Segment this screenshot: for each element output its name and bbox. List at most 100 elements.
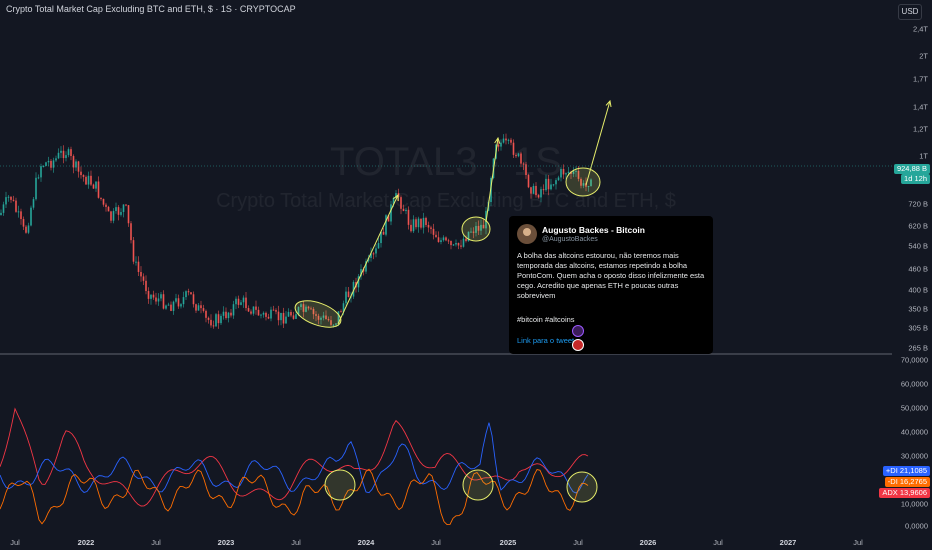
candle-body (405, 209, 407, 212)
highlight-ellipse (294, 300, 342, 328)
price-axis-label: 2,4T (912, 24, 928, 34)
candle-body (567, 171, 570, 174)
candle-body (205, 310, 207, 318)
candle-body (582, 183, 585, 186)
candle-body (40, 166, 42, 178)
candle-body (437, 237, 440, 243)
candle-body (420, 218, 422, 228)
candle-body (255, 306, 257, 310)
time-axis-label: 2025 (499, 538, 517, 547)
candle-body (77, 161, 80, 172)
candle-body (152, 294, 155, 298)
candle-body (172, 301, 175, 311)
candle-body (242, 297, 245, 303)
highlight-circle (462, 469, 494, 501)
candle-body (165, 305, 167, 309)
candle-body (175, 298, 177, 302)
price-axis-label: 620 B (908, 221, 928, 231)
indicator-tag-di: -DI 16,2765 (884, 477, 930, 487)
candle-body (317, 315, 320, 320)
candle-body (417, 218, 420, 228)
candle-body (262, 312, 265, 315)
candle-body (35, 177, 37, 200)
candle-body (385, 215, 387, 235)
candle-body (375, 248, 377, 254)
candle-body (127, 205, 130, 224)
candle-body (195, 304, 197, 311)
candle-body (527, 174, 530, 188)
candle-body (265, 312, 267, 317)
lightning-icon (572, 325, 584, 337)
candle-body (300, 304, 302, 308)
price-axis-label: 460 B (908, 264, 928, 274)
candle-body (475, 225, 477, 233)
candle-body (197, 305, 200, 311)
candle-body (517, 153, 520, 157)
indicator-axis-label: 30,0000 (900, 451, 928, 461)
candle-body (220, 315, 222, 324)
candle-body (377, 243, 380, 249)
candle-body (335, 323, 337, 325)
price-axis[interactable]: 2,4T 2T 1,7T 1,4T 1,2T 1T 720 B 620 B 540 B 460 B… (892, 0, 932, 534)
candle-body (422, 217, 425, 228)
candle-body (247, 308, 250, 312)
time-axis[interactable]: Jul 2022 Jul 2023 Jul 2024 Jul 2025 Jul 2026 Jul 20… (0, 534, 892, 550)
candle-body (222, 311, 225, 316)
tweet-link[interactable]: Link para o tweet (517, 336, 575, 345)
candle-body (0, 212, 2, 215)
candle-body (272, 309, 275, 311)
candle-body (275, 310, 277, 312)
candle-body (52, 160, 55, 168)
candle-body (72, 156, 75, 168)
candle-body (117, 207, 120, 215)
candle-body (185, 291, 187, 298)
candle-body (432, 228, 435, 235)
candle-body (415, 219, 417, 228)
indicator-axis-label: 50,0000 (900, 403, 928, 413)
candle-body (177, 298, 180, 307)
chart-title: Crypto Total Market Cap Excluding BTC an… (6, 4, 296, 14)
candle-body (122, 204, 125, 213)
currency-button[interactable]: USD (898, 4, 922, 20)
candle-body (467, 231, 470, 242)
candle-body (390, 204, 392, 222)
candle-body (112, 211, 115, 221)
candle-body (200, 305, 202, 309)
plus-di-line (0, 422, 589, 494)
candle-body (395, 193, 397, 199)
candlestick-series (0, 133, 592, 329)
candle-body (125, 204, 127, 206)
price-chart[interactable] (0, 0, 892, 534)
time-axis-label: 2022 (77, 538, 95, 547)
candle-body (312, 308, 315, 315)
candle-body (435, 234, 437, 238)
candle-body (252, 306, 255, 314)
candle-body (150, 294, 152, 299)
candle-body (27, 225, 30, 233)
candle-body (167, 304, 170, 306)
candle-body (85, 176, 87, 185)
candle-body (62, 150, 65, 159)
tweet-card[interactable]: Augusto Backes - Bitcoin @AugustoBackes … (509, 216, 713, 354)
candle-body (402, 208, 405, 212)
candle-body (182, 297, 185, 305)
arrow-head (393, 193, 399, 202)
highlight-circle (324, 469, 356, 501)
candle-body (70, 149, 72, 157)
price-axis-label: 1,4T (912, 102, 928, 112)
candle-body (515, 154, 517, 157)
candle-body (540, 189, 542, 198)
candle-body (470, 231, 472, 233)
candle-body (225, 311, 227, 319)
candle-body (392, 198, 395, 205)
candle-body (140, 271, 142, 277)
candle-body (132, 240, 135, 262)
candle-body (105, 204, 107, 207)
candle-body (445, 237, 447, 241)
candle-body (157, 298, 160, 302)
candle-body (345, 291, 347, 304)
candle-body (92, 184, 95, 189)
candle-body (147, 291, 150, 299)
candle-body (477, 225, 480, 231)
candle-body (430, 227, 432, 229)
